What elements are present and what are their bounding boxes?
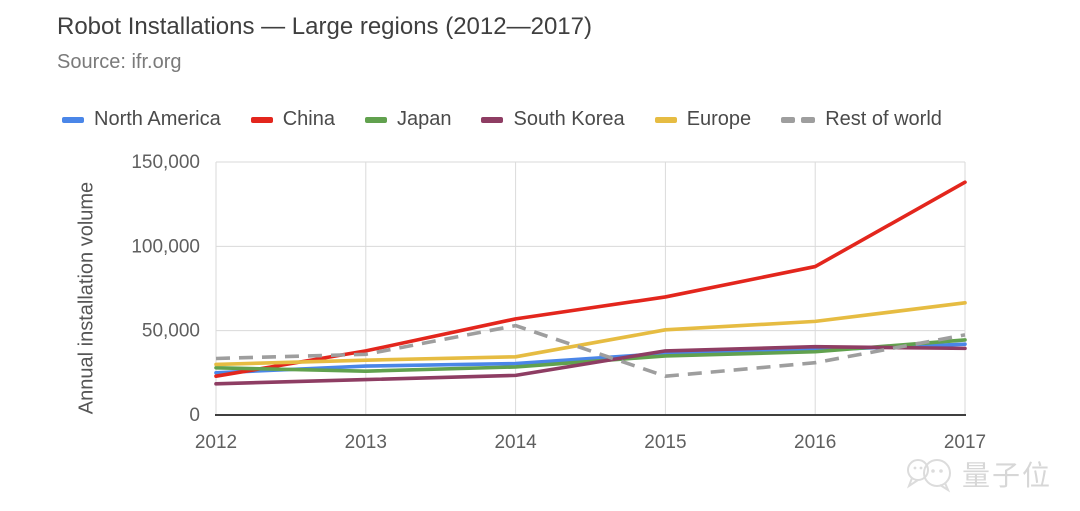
y-tick-label: 150,000 [131, 152, 200, 173]
legend-item-japan[interactable]: Japan [364, 108, 452, 131]
series-line-europe [214, 301, 967, 367]
y-tick-label: 0 [189, 405, 200, 426]
series-line-rest-of-world [215, 323, 966, 379]
legend-label: North America [94, 108, 221, 130]
x-tick-label: 2014 [494, 432, 537, 453]
legend-label: Europe [686, 108, 752, 130]
legend-swatch [62, 116, 84, 123]
legend: North America China Japan South Korea Europe… [62, 108, 942, 131]
y-tick-label: 100,000 [131, 236, 200, 257]
x-tick-label: 2013 [345, 432, 387, 453]
legend-swatch [364, 116, 387, 123]
legend-item-south-korea[interactable]: South Korea [481, 108, 625, 131]
watermark: 量子位 [904, 453, 1052, 495]
qbitai-logo [906, 459, 951, 493]
series-line-south-korea [214, 344, 967, 386]
legend-item-rest-of-world[interactable]: Rest of world [781, 108, 942, 131]
x-tick-label: 2012 [195, 432, 237, 453]
legend-swatch [781, 116, 816, 123]
x-tick-label: 2015 [644, 432, 686, 453]
legend-label: China [282, 108, 335, 130]
chart-title: Robot Installations — Large regions (201… [57, 13, 592, 40]
legend-label: South Korea [513, 108, 625, 130]
legend-label: Rest of world [825, 108, 942, 130]
legend-item-europe[interactable]: Europe [654, 108, 752, 131]
x-tick-label: 2016 [794, 432, 836, 453]
legend-item-china[interactable]: China [250, 108, 335, 131]
y-tick-label: 50,000 [142, 321, 200, 342]
chart-source: Source: ifr.org [57, 51, 182, 73]
watermark-text: 量子位 [961, 460, 1052, 491]
legend-swatch [481, 116, 504, 123]
x-tick-label: 2017 [944, 432, 986, 453]
legend-label: Japan [396, 108, 452, 130]
legend-item-north-america[interactable]: North America [62, 108, 221, 131]
legend-swatch [250, 116, 273, 123]
legend-swatch [654, 116, 677, 123]
